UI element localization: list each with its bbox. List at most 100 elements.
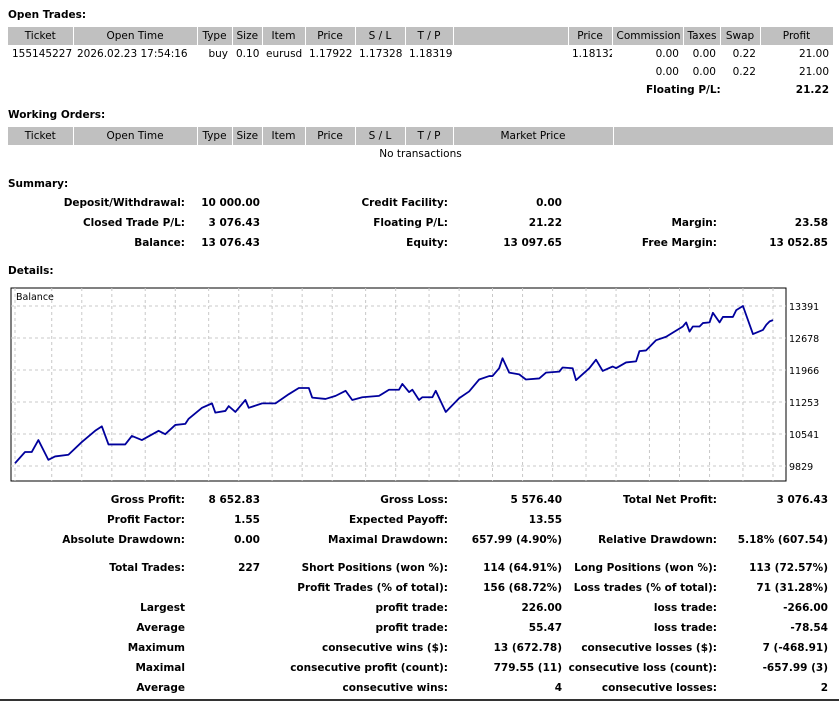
table-cell: 1.17922 xyxy=(309,48,353,60)
stat-label: Maximal Drawdown: xyxy=(328,534,448,546)
table-cell: 0.00 xyxy=(692,48,716,60)
stat-value: 23.58 xyxy=(794,217,828,229)
column-header: Swap xyxy=(720,27,761,45)
y-tick-label: 9829 xyxy=(789,462,813,473)
total-swap: 0.22 xyxy=(732,66,756,78)
column-header: Open Time xyxy=(73,27,198,45)
stat-label: Total Net Profit: xyxy=(622,494,717,506)
stat-value: 5.18% (607.54) xyxy=(737,534,828,546)
table-cell: 1.17328 xyxy=(359,48,403,60)
stat-label: consecutive losses: xyxy=(601,682,717,694)
column-header: Item xyxy=(262,27,306,45)
stat-value: 227 xyxy=(238,562,260,574)
column-header xyxy=(453,27,569,45)
column-header xyxy=(613,127,834,145)
stat-value: 113 (72.57%) xyxy=(749,562,828,574)
stat-label: consecutive loss (count): xyxy=(568,662,717,674)
stat-label: Profit Trades (% of total): xyxy=(297,582,448,594)
column-header: T / P xyxy=(405,27,454,45)
stat-label: Absolute Drawdown: xyxy=(62,534,185,546)
stat-label: Relative Drawdown: xyxy=(598,534,717,546)
y-tick-label: 13391 xyxy=(789,302,819,313)
stat-label: loss trade: xyxy=(653,622,717,634)
column-header: Item xyxy=(262,127,306,145)
stat-label: Loss trades (% of total): xyxy=(573,582,717,594)
stat-value: 21.22 xyxy=(528,217,562,229)
stat-label: Gross Loss: xyxy=(380,494,448,506)
stat-label: Short Positions (won %): xyxy=(301,562,448,574)
details-title: Details: xyxy=(8,265,54,277)
y-tick-label: 11966 xyxy=(789,366,819,377)
stat-value: 226.00 xyxy=(521,602,562,614)
column-header: Profit xyxy=(760,27,834,45)
table-cell: 1.18132 xyxy=(572,48,612,60)
stat-label: Total Trades: xyxy=(109,562,185,574)
column-header: Market Price xyxy=(453,127,614,145)
y-tick-label: 11253 xyxy=(789,398,819,409)
stat-value: 55.47 xyxy=(528,622,562,634)
table-cell: 1.18319 xyxy=(409,48,453,60)
column-header: Size xyxy=(232,127,263,145)
table-cell: 2026.02.23 17:54:16 xyxy=(77,48,188,60)
stat-value: 8 652.83 xyxy=(208,494,260,506)
stat-value: 156 (68.72%) xyxy=(483,582,562,594)
table-cell: 1551452271 xyxy=(12,48,73,60)
floating-pl-value: 21.22 xyxy=(795,84,829,96)
stat-value: 7 (-468.91) xyxy=(762,642,828,654)
stat-label: Floating P/L: xyxy=(373,217,448,229)
total-profit: 21.00 xyxy=(798,66,829,78)
column-header: Price xyxy=(568,27,613,45)
floating-pl-label: Floating P/L: xyxy=(646,84,721,96)
stat-label: Largest xyxy=(140,602,185,614)
stat-value: 13 (672.78) xyxy=(493,642,562,654)
column-header: Price xyxy=(305,27,356,45)
table-cell: 0.22 xyxy=(732,48,756,60)
column-header: Commission xyxy=(612,27,684,45)
column-header: Ticket xyxy=(8,27,74,45)
stat-value: 114 (64.91%) xyxy=(483,562,562,574)
stat-value: 779.55 (11) xyxy=(493,662,562,674)
table-cell xyxy=(453,45,568,63)
stat-label: Deposit/Withdrawal: xyxy=(63,197,185,209)
stat-label: loss trade: xyxy=(653,602,717,614)
stat-label: Average xyxy=(136,682,185,694)
stat-label: Long Positions (won %): xyxy=(574,562,717,574)
stat-label: Gross Profit: xyxy=(110,494,185,506)
table-cell: eurusd xyxy=(266,48,303,60)
y-tick-label: 12678 xyxy=(789,334,819,345)
column-header: S / L xyxy=(355,127,406,145)
column-header: T / P xyxy=(405,127,454,145)
table-cell: 0.10 xyxy=(236,48,260,60)
stat-label: Free Margin: xyxy=(641,237,717,249)
stat-label: consecutive wins ($): xyxy=(321,642,448,654)
stat-value: 2 xyxy=(820,682,828,694)
stat-value: 3 076.43 xyxy=(208,217,260,229)
no-transactions-text: No transactions xyxy=(379,148,462,160)
stat-label: Average xyxy=(136,622,185,634)
column-header: Open Time xyxy=(73,127,198,145)
stat-label: Equity: xyxy=(406,237,448,249)
bottom-divider xyxy=(0,699,839,701)
stat-value: 5 576.40 xyxy=(510,494,562,506)
stat-value: 4 xyxy=(554,682,562,694)
chart-frame xyxy=(10,287,787,482)
column-header: Size xyxy=(232,27,263,45)
stat-value: 13.55 xyxy=(528,514,562,526)
column-header: Ticket xyxy=(8,127,74,145)
stat-label: Profit Factor: xyxy=(106,514,185,526)
floating-row: Floating P/L: 21.22 xyxy=(8,81,833,99)
stat-value: 71 (31.28%) xyxy=(756,582,828,594)
stat-label: Maximum xyxy=(127,642,185,654)
totals-row: 0.00 0.00 0.22 21.00 xyxy=(8,63,833,81)
open-trades-title: Open Trades: xyxy=(8,9,87,21)
stat-label: Credit Facility: xyxy=(361,197,448,209)
table-row[interactable]: 1551452271 2026.02.23 17:54:16 buy 0.10 euru… xyxy=(8,45,833,63)
working-orders-title: Working Orders: xyxy=(8,109,106,121)
column-header: Price xyxy=(305,127,356,145)
stat-label: consecutive losses ($): xyxy=(581,642,717,654)
stat-value: 657.99 (4.90%) xyxy=(471,534,562,546)
balance-line xyxy=(14,305,774,464)
